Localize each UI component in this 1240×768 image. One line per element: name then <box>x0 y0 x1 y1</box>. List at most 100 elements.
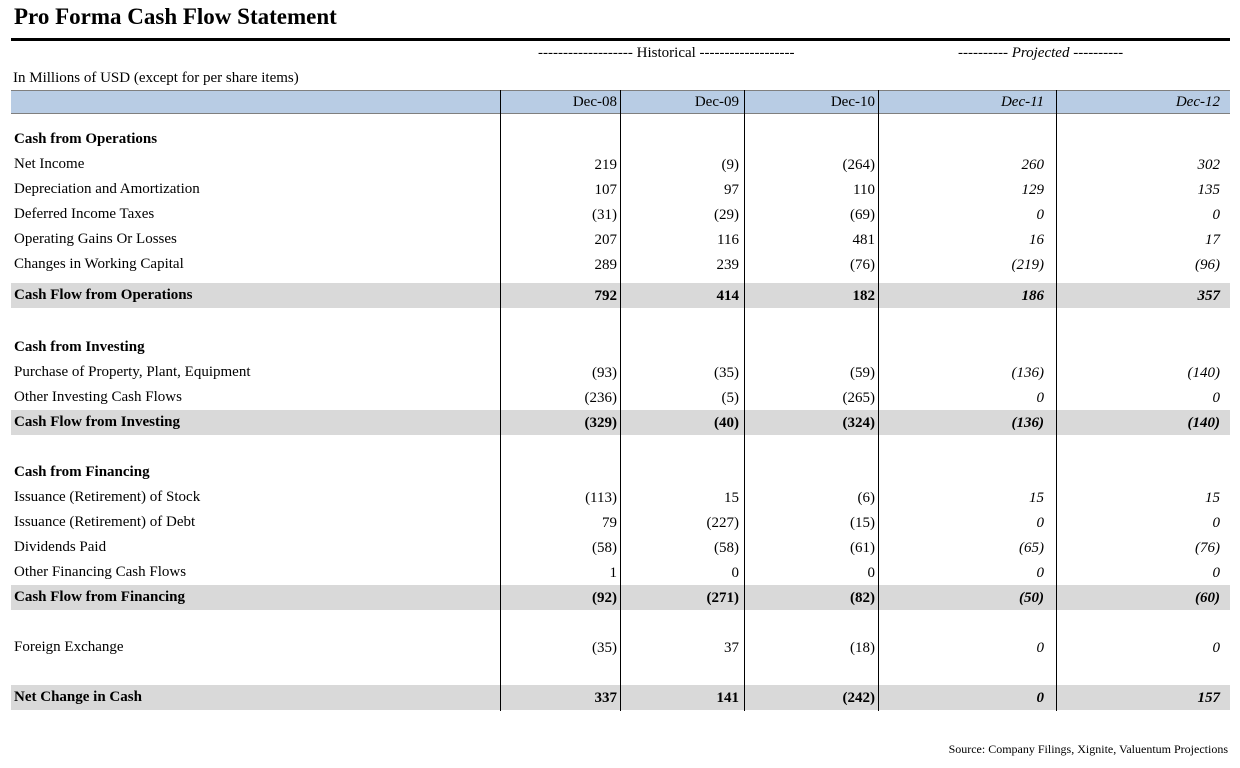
cell-dec-09: (58) <box>714 540 739 556</box>
cell-dec-09: 97 <box>724 182 739 198</box>
cell-dec-08: (329) <box>584 415 618 431</box>
cell-dec-11: 0 <box>1036 690 1045 706</box>
cell-dec-08: 337 <box>594 690 618 706</box>
cell-dec-10: (69) <box>850 207 875 223</box>
cell-dec-08: 289 <box>594 257 618 273</box>
page-title: Pro Forma Cash Flow Statement <box>14 4 337 29</box>
row-label: Deferred Income Taxes <box>14 206 155 222</box>
cell-dec-08: 207 <box>594 232 618 248</box>
table-row: Changes in Working Capital 289 239 (76) (219… <box>11 253 1230 278</box>
cell-dec-08: (236) <box>584 390 618 406</box>
row-label: Cash from Investing <box>14 339 145 355</box>
row-label: Changes in Working Capital <box>14 256 184 272</box>
row-label: Depreciation and Amortization <box>14 181 200 197</box>
cell-dec-08: 219 <box>594 157 618 173</box>
cell-dec-11: 0 <box>1036 565 1045 581</box>
table-row: Depreciation and Amortization 107 97 110 129… <box>11 178 1230 203</box>
cell-dec-12: 17 <box>1205 232 1220 248</box>
cell-dec-10: (18) <box>850 640 875 656</box>
title-rule <box>11 38 1230 41</box>
total-row: Cash Flow from Investing (329) (40) (324) (1… <box>11 411 1230 436</box>
table-row: Issuance (Retirement) of Stock (113) 15 (6)… <box>11 486 1230 511</box>
row-label: Net Change in Cash <box>14 689 142 705</box>
cell-dec-11: (136) <box>1011 365 1045 381</box>
cell-dec-11: 0 <box>1036 390 1045 406</box>
column-header-dec-10: Dec-10 <box>830 94 875 110</box>
cell-dec-10: (15) <box>850 515 875 531</box>
column-divider <box>878 90 879 711</box>
section-heading-row: Cash from Operations <box>11 128 1230 153</box>
column-header-dec-11: Dec-11 <box>1000 94 1044 110</box>
column-header-dec-12: Dec-12 <box>1175 94 1220 110</box>
row-label: Other Financing Cash Flows <box>14 564 187 580</box>
cell-dec-10: 0 <box>867 565 876 581</box>
cell-dec-08: 1 <box>609 565 618 581</box>
table-row: Operating Gains Or Losses 207 116 481 16 17 <box>11 228 1230 253</box>
total-row: Net Change in Cash 337 141 (242) 0 157 <box>11 686 1230 711</box>
cell-dec-11: 186 <box>1021 288 1045 304</box>
table-row: Purchase of Property, Plant, Equipment (9… <box>11 361 1230 386</box>
cell-dec-11: 0 <box>1036 207 1045 223</box>
cell-dec-09: (5) <box>721 390 740 406</box>
cell-dec-08: (31) <box>592 207 617 223</box>
cell-dec-12: 15 <box>1205 490 1220 506</box>
cell-dec-08: 107 <box>594 182 618 198</box>
column-header-dec-08: Dec-08 <box>572 94 617 110</box>
cell-dec-11: (65) <box>1019 540 1044 556</box>
cell-dec-09: (227) <box>706 515 740 531</box>
cell-dec-12: 357 <box>1197 288 1221 304</box>
table-row: Issuance (Retirement) of Debt 79 (227) (15)… <box>11 511 1230 536</box>
cell-dec-10: (265) <box>842 390 876 406</box>
table-row: Foreign Exchange (35) 37 (18) 0 0 <box>11 636 1230 661</box>
cell-dec-11: 16 <box>1029 232 1044 248</box>
cell-dec-11: 15 <box>1029 490 1044 506</box>
row-label: Purchase of Property, Plant, Equipment <box>14 364 251 380</box>
cell-dec-10: (76) <box>850 257 875 273</box>
section-heading-row: Cash from Investing <box>11 336 1230 361</box>
cell-dec-11: 0 <box>1036 515 1045 531</box>
cell-dec-10: (242) <box>842 690 876 706</box>
column-header-dec-09: Dec-09 <box>694 94 739 110</box>
column-divider <box>500 90 501 711</box>
cell-dec-12: (60) <box>1195 590 1220 606</box>
units-note: In Millions of USD (except for per share… <box>13 70 299 86</box>
projected-group-label: ---------- Projected ---------- <box>958 45 1124 61</box>
cell-dec-08: (92) <box>592 590 617 606</box>
source-note: Source: Company Filings, Xignite, Valuen… <box>948 742 1228 756</box>
cell-dec-12: (96) <box>1195 257 1220 273</box>
cell-dec-09: 239 <box>716 257 740 273</box>
cell-dec-09: 0 <box>731 565 740 581</box>
cell-dec-12: (140) <box>1187 415 1221 431</box>
cell-dec-12: 302 <box>1197 157 1221 173</box>
cell-dec-09: 414 <box>716 288 740 304</box>
cell-dec-10: (6) <box>857 490 876 506</box>
cell-dec-09: 116 <box>717 232 739 248</box>
cell-dec-09: (29) <box>714 207 739 223</box>
cell-dec-12: 135 <box>1197 182 1221 198</box>
row-label: Other Investing Cash Flows <box>14 389 182 405</box>
cell-dec-12: 0 <box>1212 390 1221 406</box>
table-row: Net Income 219 (9) (264) 260 302 <box>11 153 1230 178</box>
column-divider <box>744 90 745 711</box>
row-label: Dividends Paid <box>14 539 107 555</box>
cell-dec-10: (82) <box>850 590 875 606</box>
cell-dec-12: 0 <box>1212 640 1221 656</box>
cell-dec-09: 37 <box>724 640 739 656</box>
cell-dec-10: 481 <box>852 232 876 248</box>
table-row: Dividends Paid (58) (58) (61) (65) (76) <box>11 536 1230 561</box>
column-divider <box>1056 90 1057 711</box>
row-label: Cash from Operations <box>14 131 158 147</box>
cell-dec-08: 79 <box>602 515 617 531</box>
cell-dec-08: (35) <box>592 640 617 656</box>
cell-dec-08: (58) <box>592 540 617 556</box>
cell-dec-11: 0 <box>1036 640 1045 656</box>
cell-dec-09: (271) <box>706 590 740 606</box>
cell-dec-08: (113) <box>585 490 617 506</box>
cell-dec-09: (9) <box>721 157 740 173</box>
cell-dec-10: (324) <box>842 415 876 431</box>
cell-dec-09: 141 <box>716 690 740 706</box>
historical-group-label: ------------------- Historical ---------… <box>538 45 795 61</box>
cell-dec-08: (93) <box>592 365 617 381</box>
cell-dec-11: 260 <box>1021 157 1045 173</box>
row-label: Issuance (Retirement) of Stock <box>14 489 201 505</box>
